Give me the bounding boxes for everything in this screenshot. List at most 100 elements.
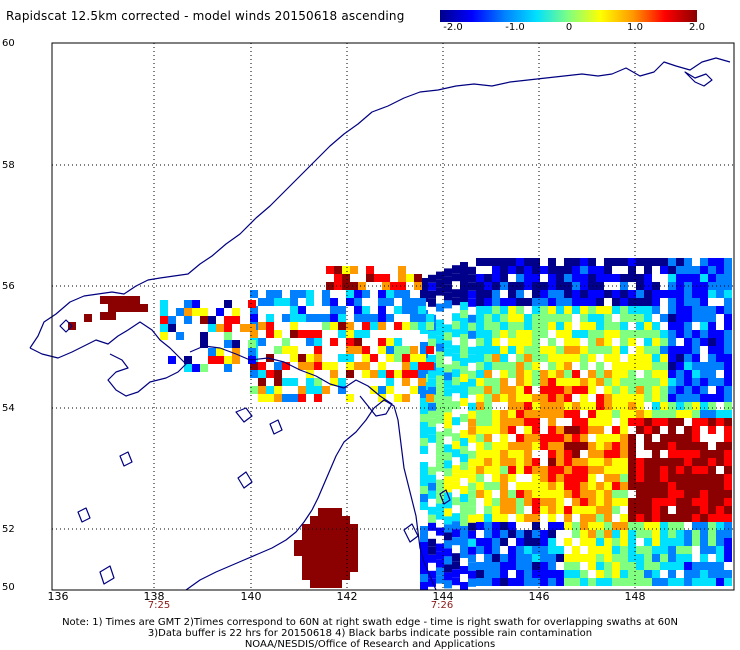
wind-cell (484, 330, 492, 338)
wind-cell (652, 402, 660, 410)
wind-cell (492, 418, 500, 426)
wind-cell (484, 498, 492, 506)
wind-cell (516, 402, 524, 410)
wind-cell (580, 578, 588, 586)
wind-cell (676, 362, 684, 370)
wind-cell (684, 266, 692, 274)
wind-cell (620, 562, 628, 570)
wind-cell (628, 474, 636, 482)
wind-cell (436, 503, 444, 512)
wind-cell (460, 502, 468, 510)
wind-cell (500, 258, 508, 266)
wind-cell (378, 290, 386, 298)
wind-cell (452, 577, 460, 586)
wind-cell (628, 258, 636, 266)
wind-cell (428, 506, 436, 515)
wind-cell (676, 522, 684, 530)
wind-cell (452, 513, 460, 522)
wind-cell (628, 434, 636, 442)
wind-cell (516, 338, 524, 346)
wind-cell (386, 378, 394, 386)
wind-cell (342, 548, 350, 556)
wind-cell (684, 258, 692, 266)
wind-cell (508, 386, 516, 394)
wind-cell (676, 530, 684, 538)
wind-cell (444, 500, 452, 509)
wind-cell (492, 378, 500, 386)
wind-cell (334, 266, 342, 274)
wind-cell (516, 506, 524, 514)
wind-cell (318, 556, 326, 564)
wind-cell (420, 406, 428, 414)
wind-cell (468, 402, 476, 411)
wind-cell (476, 466, 484, 474)
wind-cell (620, 498, 628, 506)
note-line-1: Note: 1) Times are GMT 2)Times correspon… (62, 617, 678, 628)
wind-cell (708, 426, 716, 434)
wind-cell (668, 514, 676, 522)
lat-label: 58 (2, 160, 15, 171)
wind-cell (652, 562, 660, 570)
wind-cell (660, 378, 668, 386)
wind-cell (612, 346, 620, 354)
wind-cell (436, 455, 444, 464)
wind-cell (724, 442, 732, 450)
wind-cell (460, 262, 468, 270)
wind-cell (644, 426, 652, 434)
wind-cell (436, 351, 444, 360)
wind-cell (628, 378, 636, 386)
wind-cell (724, 258, 732, 266)
wind-cell (532, 570, 540, 578)
wind-cell (604, 346, 612, 354)
wind-cell (540, 554, 548, 562)
wind-cell (298, 354, 306, 362)
wind-cell (428, 378, 436, 387)
wind-cell (548, 546, 556, 554)
wind-cell (492, 386, 500, 394)
wind-cell (476, 290, 484, 298)
wind-cell (612, 570, 620, 578)
wind-cell (298, 290, 306, 298)
wind-cell (652, 490, 660, 498)
wind-cell (692, 482, 700, 490)
wind-cell (444, 284, 452, 293)
wind-cell (524, 354, 532, 362)
wind-cell (684, 306, 692, 314)
wind-cell (692, 330, 700, 338)
wind-cell (426, 346, 434, 354)
wind-cell (318, 564, 326, 572)
wind-cell (108, 296, 116, 304)
wind-cell (556, 394, 564, 402)
wind-cell (612, 258, 620, 266)
wind-cell (452, 369, 460, 378)
wind-cell (250, 314, 258, 322)
wind-cell (668, 434, 676, 442)
wind-cell (266, 322, 274, 330)
wind-cell (628, 546, 636, 554)
wind-cell (468, 410, 476, 419)
wind-cell (468, 466, 476, 475)
wind-cell (208, 324, 216, 332)
wind-cell (516, 346, 524, 354)
wind-cell (116, 304, 124, 312)
wind-cell (620, 578, 628, 586)
wind-cell (636, 570, 644, 578)
wind-cell (684, 354, 692, 362)
wind-cell (708, 266, 716, 274)
wind-cell (636, 330, 644, 338)
wind-cell (516, 562, 524, 570)
wind-cell (564, 458, 572, 466)
wind-cell (724, 578, 732, 586)
wind-cell (628, 514, 636, 522)
wind-cell (500, 490, 508, 498)
wind-cell (168, 324, 176, 332)
wind-cell (428, 370, 436, 379)
wind-cell (580, 362, 588, 370)
wind-cell (248, 348, 256, 356)
wind-cell (200, 332, 208, 340)
wind-cell (724, 546, 732, 554)
wind-cell (644, 514, 652, 522)
wind-cell (444, 564, 452, 573)
wind-cell (428, 482, 436, 491)
wind-cell (532, 442, 540, 450)
